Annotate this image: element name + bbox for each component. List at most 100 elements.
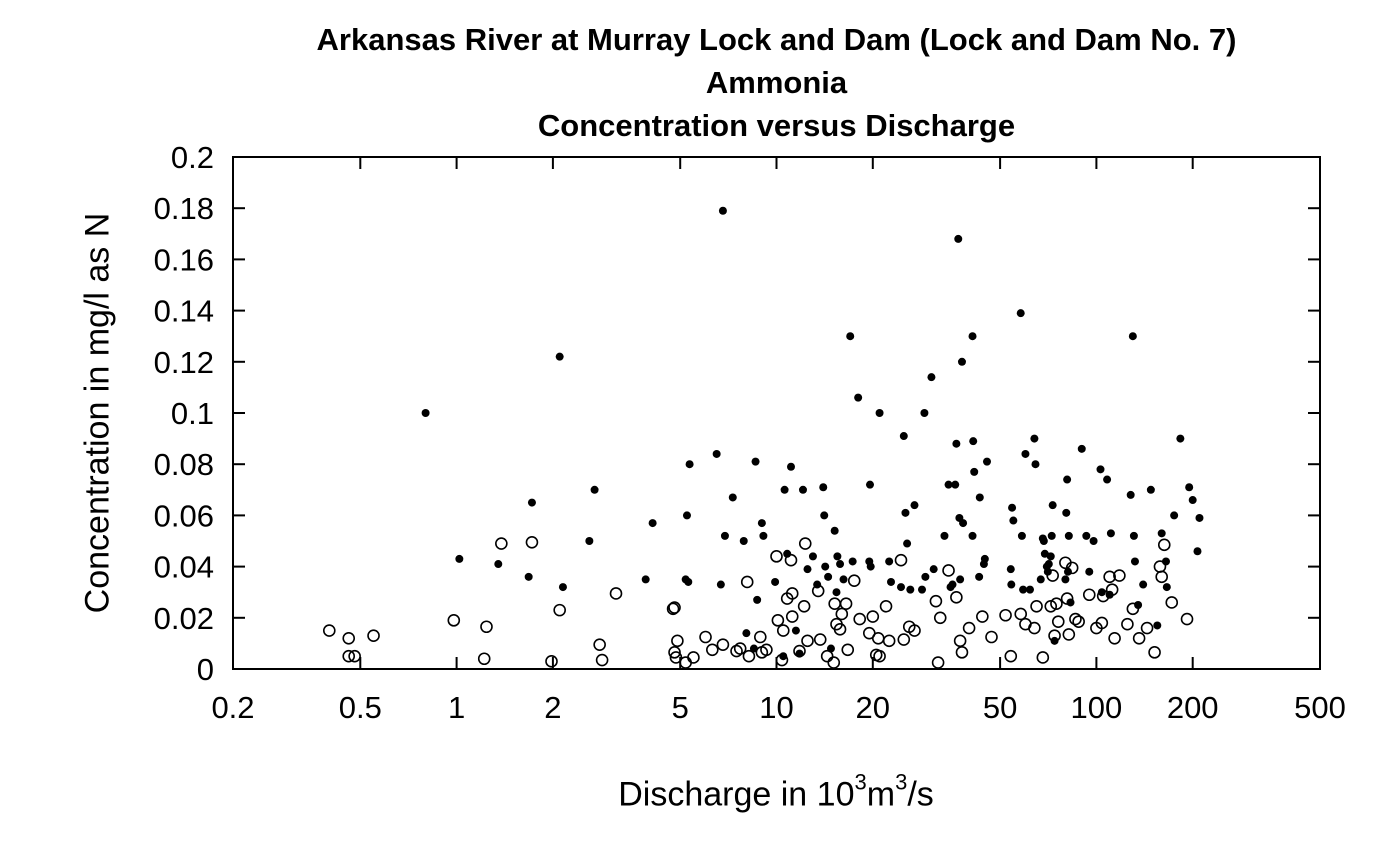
open-data-point <box>367 629 380 643</box>
filled-data-point <box>771 577 780 586</box>
open-data-point <box>1028 621 1041 635</box>
open-data-point <box>687 651 700 664</box>
filled-data-point <box>558 583 567 592</box>
filled-data-point <box>948 580 957 589</box>
open-data-point <box>797 599 811 613</box>
open-data-point <box>740 575 754 589</box>
filled-data-point <box>1008 503 1017 512</box>
x-tick-label: 10 <box>759 690 793 725</box>
filled-data-point <box>751 457 760 466</box>
chart-title-block: Arkansas River at Murray Lock and Dam (L… <box>233 18 1320 147</box>
open-data-point <box>342 649 356 663</box>
filled-data-point <box>555 352 564 361</box>
open-data-point <box>839 597 853 611</box>
filled-data-point <box>1170 511 1179 520</box>
filled-data-point <box>875 409 884 417</box>
open-data-point <box>841 643 855 657</box>
filled-data-point <box>780 485 789 494</box>
open-data-point <box>699 630 712 644</box>
chart-title: Arkansas River at Murray Lock and Dam (L… <box>316 22 1237 57</box>
x-tick-label: 0.2 <box>211 690 254 725</box>
open-data-point <box>1069 612 1082 626</box>
filled-data-point <box>1096 465 1105 474</box>
filled-data-point <box>1126 490 1135 499</box>
open-data-point <box>671 634 684 648</box>
open-data-point <box>942 564 955 577</box>
filled-data-point <box>1006 565 1015 574</box>
open-data-point <box>1140 621 1154 635</box>
open-data-point <box>730 644 743 658</box>
filled-data-point <box>1162 583 1171 592</box>
open-data-point <box>882 634 896 648</box>
filled-data-point <box>968 332 977 341</box>
filled-data-point <box>590 485 599 494</box>
open-data-point <box>929 594 943 608</box>
filled-data-point <box>682 511 691 520</box>
filled-data-point <box>833 552 842 561</box>
x-tick-label: 500 <box>1294 690 1346 725</box>
open-data-point <box>706 643 719 657</box>
filled-data-point <box>910 501 919 510</box>
filled-data-point <box>896 583 905 592</box>
filled-data-point <box>421 409 430 417</box>
filled-data-point <box>1064 531 1073 540</box>
open-data-point <box>679 656 692 669</box>
open-data-point <box>742 649 756 663</box>
open-data-point <box>785 610 799 623</box>
filled-data-point <box>959 519 968 528</box>
open-data-point <box>775 653 789 667</box>
filled-data-point <box>836 560 845 569</box>
open-data-point <box>1065 561 1079 575</box>
filled-data-point <box>969 437 978 446</box>
filled-data-point <box>1134 601 1143 609</box>
open-data-point <box>1148 646 1161 659</box>
filled-data-point <box>1030 434 1039 443</box>
filled-data-point <box>648 519 657 528</box>
open-data-point <box>1044 599 1058 613</box>
filled-data-point <box>1153 621 1162 630</box>
open-data-point <box>999 608 1012 622</box>
filled-data-point <box>846 332 855 341</box>
filled-data-point <box>685 460 694 469</box>
x-tick-label: 0.5 <box>339 690 382 725</box>
open-data-point <box>953 634 967 648</box>
open-data-point <box>593 638 606 651</box>
filled-data-point <box>821 562 830 571</box>
x-tick-label: 50 <box>983 690 1017 725</box>
open-data-point <box>828 597 841 611</box>
open-data-point <box>477 652 491 666</box>
open-data-point <box>760 643 773 657</box>
open-data-point <box>668 601 681 614</box>
filled-data-point <box>1021 449 1030 458</box>
open-data-point <box>1165 596 1179 609</box>
open-data-point <box>827 656 841 669</box>
filled-data-point <box>1031 460 1040 469</box>
filled-data-point <box>824 572 833 581</box>
filled-data-point <box>712 449 721 458</box>
filled-data-point <box>885 557 894 566</box>
filled-data-point <box>1103 475 1112 484</box>
open-data-point <box>833 623 847 636</box>
x-axis-label-prefix: Discharge in 10 <box>618 775 855 814</box>
filled-data-point <box>1077 444 1086 453</box>
filled-data-point <box>968 531 977 540</box>
filled-data-point <box>1176 434 1185 443</box>
open-data-point <box>348 649 361 663</box>
filled-data-point <box>1106 529 1115 538</box>
x-tick-label: 5 <box>672 690 689 725</box>
filled-data-point <box>929 565 938 574</box>
open-data-point <box>950 591 963 604</box>
x-axis-label-sup2: 3 <box>895 769 908 795</box>
open-data-point <box>785 587 799 600</box>
open-data-point <box>553 603 566 617</box>
y-tick-label: 0 <box>197 652 214 687</box>
open-data-point <box>1157 538 1171 552</box>
filled-data-point <box>1061 575 1070 584</box>
open-data-point <box>1155 570 1168 584</box>
chart-subtitle-1: Ammonia <box>705 65 848 100</box>
filled-data-point <box>718 206 727 215</box>
x-tick-label: 1 <box>448 690 465 725</box>
filled-data-point <box>954 234 963 243</box>
open-data-point <box>962 621 976 635</box>
